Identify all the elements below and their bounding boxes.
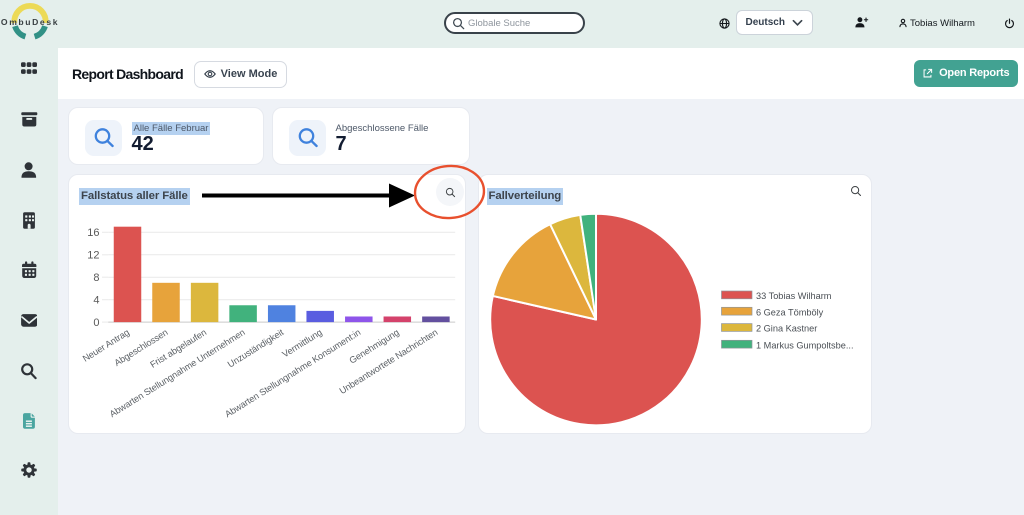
svg-text:4: 4 <box>93 294 99 306</box>
svg-text:12: 12 <box>87 250 99 262</box>
svg-text:6 Geza Tömböly: 6 Geza Tömböly <box>756 307 824 317</box>
svg-text:1 Markus Gumpoltsbe...: 1 Markus Gumpoltsbe... <box>756 340 854 350</box>
svg-text:Abwarten Stellungnahme Konsume: Abwarten Stellungnahme Konsument:in <box>223 327 362 419</box>
svg-text:OmbuDesk: OmbuDesk <box>1 17 59 27</box>
svg-text:33 Tobias Wilharm: 33 Tobias Wilharm <box>756 291 832 301</box>
svg-text:8: 8 <box>93 272 99 284</box>
svg-text:2 Gina Kastner: 2 Gina Kastner <box>756 324 817 334</box>
svg-text:16: 16 <box>87 227 99 239</box>
svg-text:0: 0 <box>93 317 99 329</box>
svg-text:Abwarten Stellungnahme Unterne: Abwarten Stellungnahme Unternehmen <box>108 327 247 419</box>
